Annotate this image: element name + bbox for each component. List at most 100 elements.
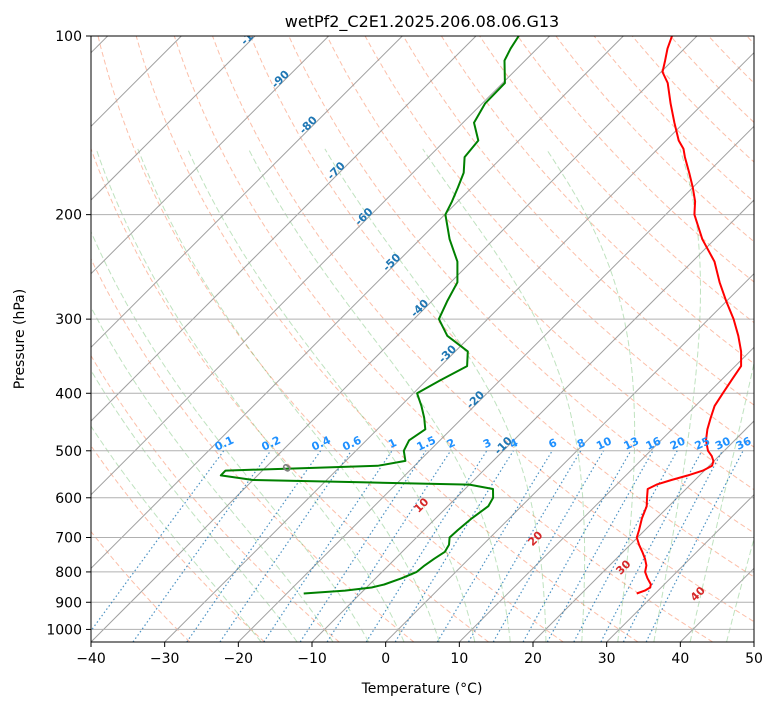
- isotherm-label: -90: [269, 67, 292, 90]
- x-tick-label: −20: [224, 651, 254, 667]
- x-tick-label: 0: [381, 651, 390, 667]
- x-tick-label: 50: [745, 651, 763, 667]
- moist-adiabat: [653, 148, 701, 642]
- dry-adiabat: [326, 36, 754, 491]
- dry-adiabat: [91, 530, 191, 642]
- mixing-ratio-label: 30: [713, 434, 733, 452]
- mixing-ratio-label: 13: [622, 434, 641, 452]
- mixing-ratio-line: [467, 450, 582, 642]
- isotherm-label: -100: [238, 19, 267, 48]
- isotherm-line: [91, 36, 330, 275]
- plot-background: -100-90-80-70-60-50-40-30-20-100.1 0.2 0.4…: [91, 19, 754, 642]
- isotherm-line: [458, 346, 754, 642]
- dry-adiabat: [593, 36, 754, 203]
- moist-adiabat: [726, 537, 754, 642]
- isotherm-line: [91, 36, 624, 570]
- moist-adiabat: [95, 148, 405, 642]
- y-tick-label: 600: [55, 491, 82, 507]
- mixing-ratio-line: [91, 450, 225, 632]
- moist-adiabat: [187, 148, 476, 642]
- x-tick-label: −10: [297, 651, 327, 667]
- isotherm-label: -40: [408, 296, 431, 319]
- isotherm-line: [91, 36, 477, 422]
- mixing-ratio-label: 10: [594, 434, 614, 452]
- mixing-ratio-line: [132, 450, 272, 642]
- dry-adiabat: [440, 36, 754, 365]
- isotherm-line: [679, 567, 754, 642]
- chart-title: wetPf2_C2E1.2025.206.08.06.G13: [285, 12, 559, 32]
- mixing-ratio-line: [326, 450, 452, 642]
- x-tick-label: 30: [598, 651, 616, 667]
- y-tick-label: 1000: [46, 622, 82, 638]
- isotherm-line: [753, 641, 754, 642]
- isotherm-line: [311, 199, 754, 642]
- dry-adiabat: [402, 36, 754, 406]
- x-axis-label: Temperature (°C): [361, 681, 483, 697]
- dry-adiabat: [555, 36, 754, 243]
- mixing-ratio-line: [492, 450, 605, 642]
- dry-adiabat: [364, 36, 754, 448]
- moist-adiabat: [91, 425, 262, 642]
- isotherm-label: -70: [325, 159, 348, 182]
- mixing-ratio-line: [219, 450, 352, 642]
- y-tick-label: 100: [55, 29, 82, 45]
- dry-adiabat: [91, 147, 489, 642]
- mixing-ratio-label: 25: [693, 434, 712, 452]
- mixing-ratio-label: 16: [644, 434, 664, 452]
- dry-adiabat: [135, 36, 639, 642]
- temperature-profile: [635, 36, 743, 595]
- mixing-ratio-label: 6: [547, 436, 560, 451]
- dry-adiabat: [212, 36, 754, 623]
- isotherm-line: [385, 272, 754, 642]
- isotherm-label: -20: [464, 388, 487, 411]
- isotherm-line: [532, 420, 754, 642]
- x-tick-label: −40: [76, 651, 106, 667]
- isotherm-line: [606, 493, 754, 642]
- isotherm-label: -50: [380, 251, 403, 274]
- y-tick-label: 700: [55, 531, 82, 547]
- dry-adiabat: [173, 36, 713, 642]
- isotherm-line: [91, 36, 403, 349]
- isotherm-line: [237, 125, 754, 642]
- mixing-ratio-line: [263, 450, 393, 642]
- mixing-ratio-label: 20: [668, 434, 688, 452]
- dry-adiabat: [708, 36, 754, 84]
- isotherm-label: -60: [352, 205, 375, 228]
- dry-adiabat: [97, 36, 564, 642]
- isotherm-line: [91, 36, 698, 642]
- mixing-ratio-line: [394, 450, 514, 642]
- mixing-ratio-label: 36: [734, 434, 754, 452]
- dry-adiabat: [250, 36, 754, 578]
- plot-frame: [90, 35, 755, 643]
- isotherm-line: [91, 36, 256, 201]
- dry-adiabat: [91, 354, 340, 642]
- mixing-ratio-line: [186, 450, 322, 642]
- x-tick-label: 20: [524, 651, 542, 667]
- mixing-ratio-line: [365, 450, 488, 642]
- y-tick-label: 400: [55, 386, 82, 402]
- y-tick-label: 300: [55, 312, 82, 328]
- x-tick-label: 40: [671, 651, 689, 667]
- mixing-ratio-label: 4: [508, 436, 521, 451]
- y-tick-label: 800: [55, 565, 82, 581]
- dry-adiabat: [670, 36, 754, 124]
- mixing-ratio-label: 1: [386, 436, 398, 451]
- plot-border: [90, 35, 755, 643]
- dry-adiabat: [288, 36, 754, 534]
- mixing-ratio-line: [573, 450, 678, 642]
- dry-adiabat: [479, 36, 754, 324]
- mixing-ratio-line: [600, 450, 703, 642]
- moist-adiabat-label: 20: [525, 528, 545, 548]
- moist-adiabat: [91, 369, 298, 642]
- y-tick-label: 200: [55, 208, 82, 224]
- isotherm-label: -30: [436, 342, 459, 365]
- axis-ticks: −40 −30 −20 −10 0 10 20 30 40 50 100 200 300 400 500 60…: [46, 29, 763, 667]
- y-tick-label: 500: [55, 444, 82, 460]
- y-axis-label: Pressure (hPa): [12, 289, 28, 389]
- isotherm-line: [164, 51, 754, 642]
- mixing-ratio-line: [436, 450, 553, 642]
- mixing-ratio-line: [522, 450, 632, 642]
- isotherm-label: -80: [297, 113, 320, 136]
- mixing-ratio-line: [546, 450, 654, 642]
